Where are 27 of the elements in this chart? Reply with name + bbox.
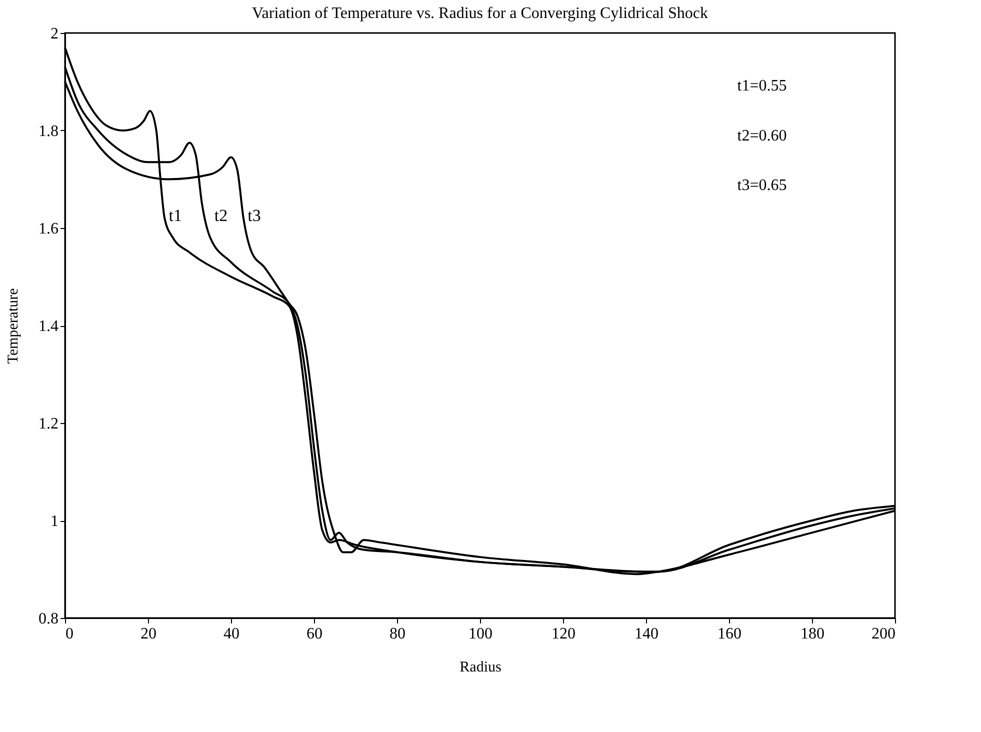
x-tick-label: 0 [66, 626, 74, 642]
chart-title: Variation of Temperature vs. Radius for a Converging Cylidrical Shock [252, 5, 708, 22]
y-tick-label: 1.4 [38, 318, 58, 335]
y-axis-title: Temperature [6, 288, 22, 364]
annotation: t3=0.65 [737, 177, 787, 194]
y-tick-label: 1.2 [38, 416, 58, 432]
y-tick-label: 1 [50, 513, 58, 530]
x-tick-label: 180 [800, 626, 824, 642]
x-tick-label: 160 [718, 626, 742, 642]
x-tick-label: 100 [468, 626, 492, 642]
series-label: t2 [214, 206, 228, 225]
annotation: t2=0.60 [737, 127, 787, 144]
y-tick-label: 1.8 [38, 123, 58, 140]
y-tick-label: 2 [50, 26, 58, 42]
series-label: t3 [248, 206, 261, 225]
y-tick-label: 0.8 [38, 610, 58, 628]
x-tick-label: 60 [306, 626, 322, 642]
x-tick-label: 80 [390, 626, 406, 642]
x-tick-label: 140 [634, 626, 658, 642]
annotation: t1=0.55 [737, 78, 787, 95]
x-tick-label: 120 [552, 626, 576, 642]
x-tick-label: 40 [224, 626, 240, 642]
x-tick-label: 200 [872, 626, 896, 642]
y-tick-label: 1.6 [38, 220, 58, 238]
x-axis-title: Radius [460, 660, 502, 676]
x-tick-label: 20 [140, 626, 156, 642]
series-label: t1 [168, 206, 182, 225]
